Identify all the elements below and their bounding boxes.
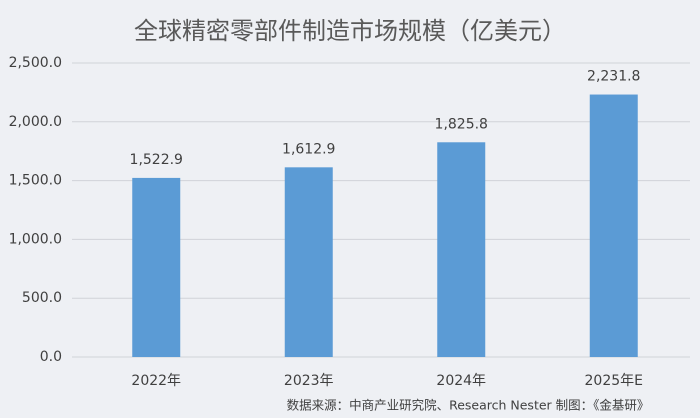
value-label: 1,522.9 — [130, 152, 183, 168]
x-tick-label: 2024年 — [436, 373, 486, 389]
y-tick-label: 2,500.0 — [9, 55, 62, 71]
bar — [437, 142, 486, 357]
x-tick-label: 2022年 — [131, 373, 181, 389]
bar — [284, 167, 333, 357]
bar — [589, 94, 638, 358]
y-tick-label: 1,500.0 — [9, 173, 62, 189]
value-label: 1,825.8 — [435, 116, 488, 132]
y-tick-label: 500.0 — [22, 290, 62, 306]
y-tick-label: 1,000.0 — [9, 231, 62, 247]
x-tick-label: 2025年E — [585, 373, 643, 389]
y-tick-label: 2,000.0 — [9, 114, 62, 130]
x-tick-label: 2023年 — [284, 373, 334, 389]
source-note: 数据来源：中商产业研究院、Research Nester 制图：《金基研》 — [287, 398, 650, 413]
chart-title: 全球精密零部件制造市场规模（亿美元） — [134, 17, 566, 45]
value-label: 1,612.9 — [282, 141, 335, 157]
value-label: 2,231.8 — [587, 69, 640, 85]
y-tick-label: 0.0 — [40, 349, 62, 365]
bar — [132, 177, 181, 357]
